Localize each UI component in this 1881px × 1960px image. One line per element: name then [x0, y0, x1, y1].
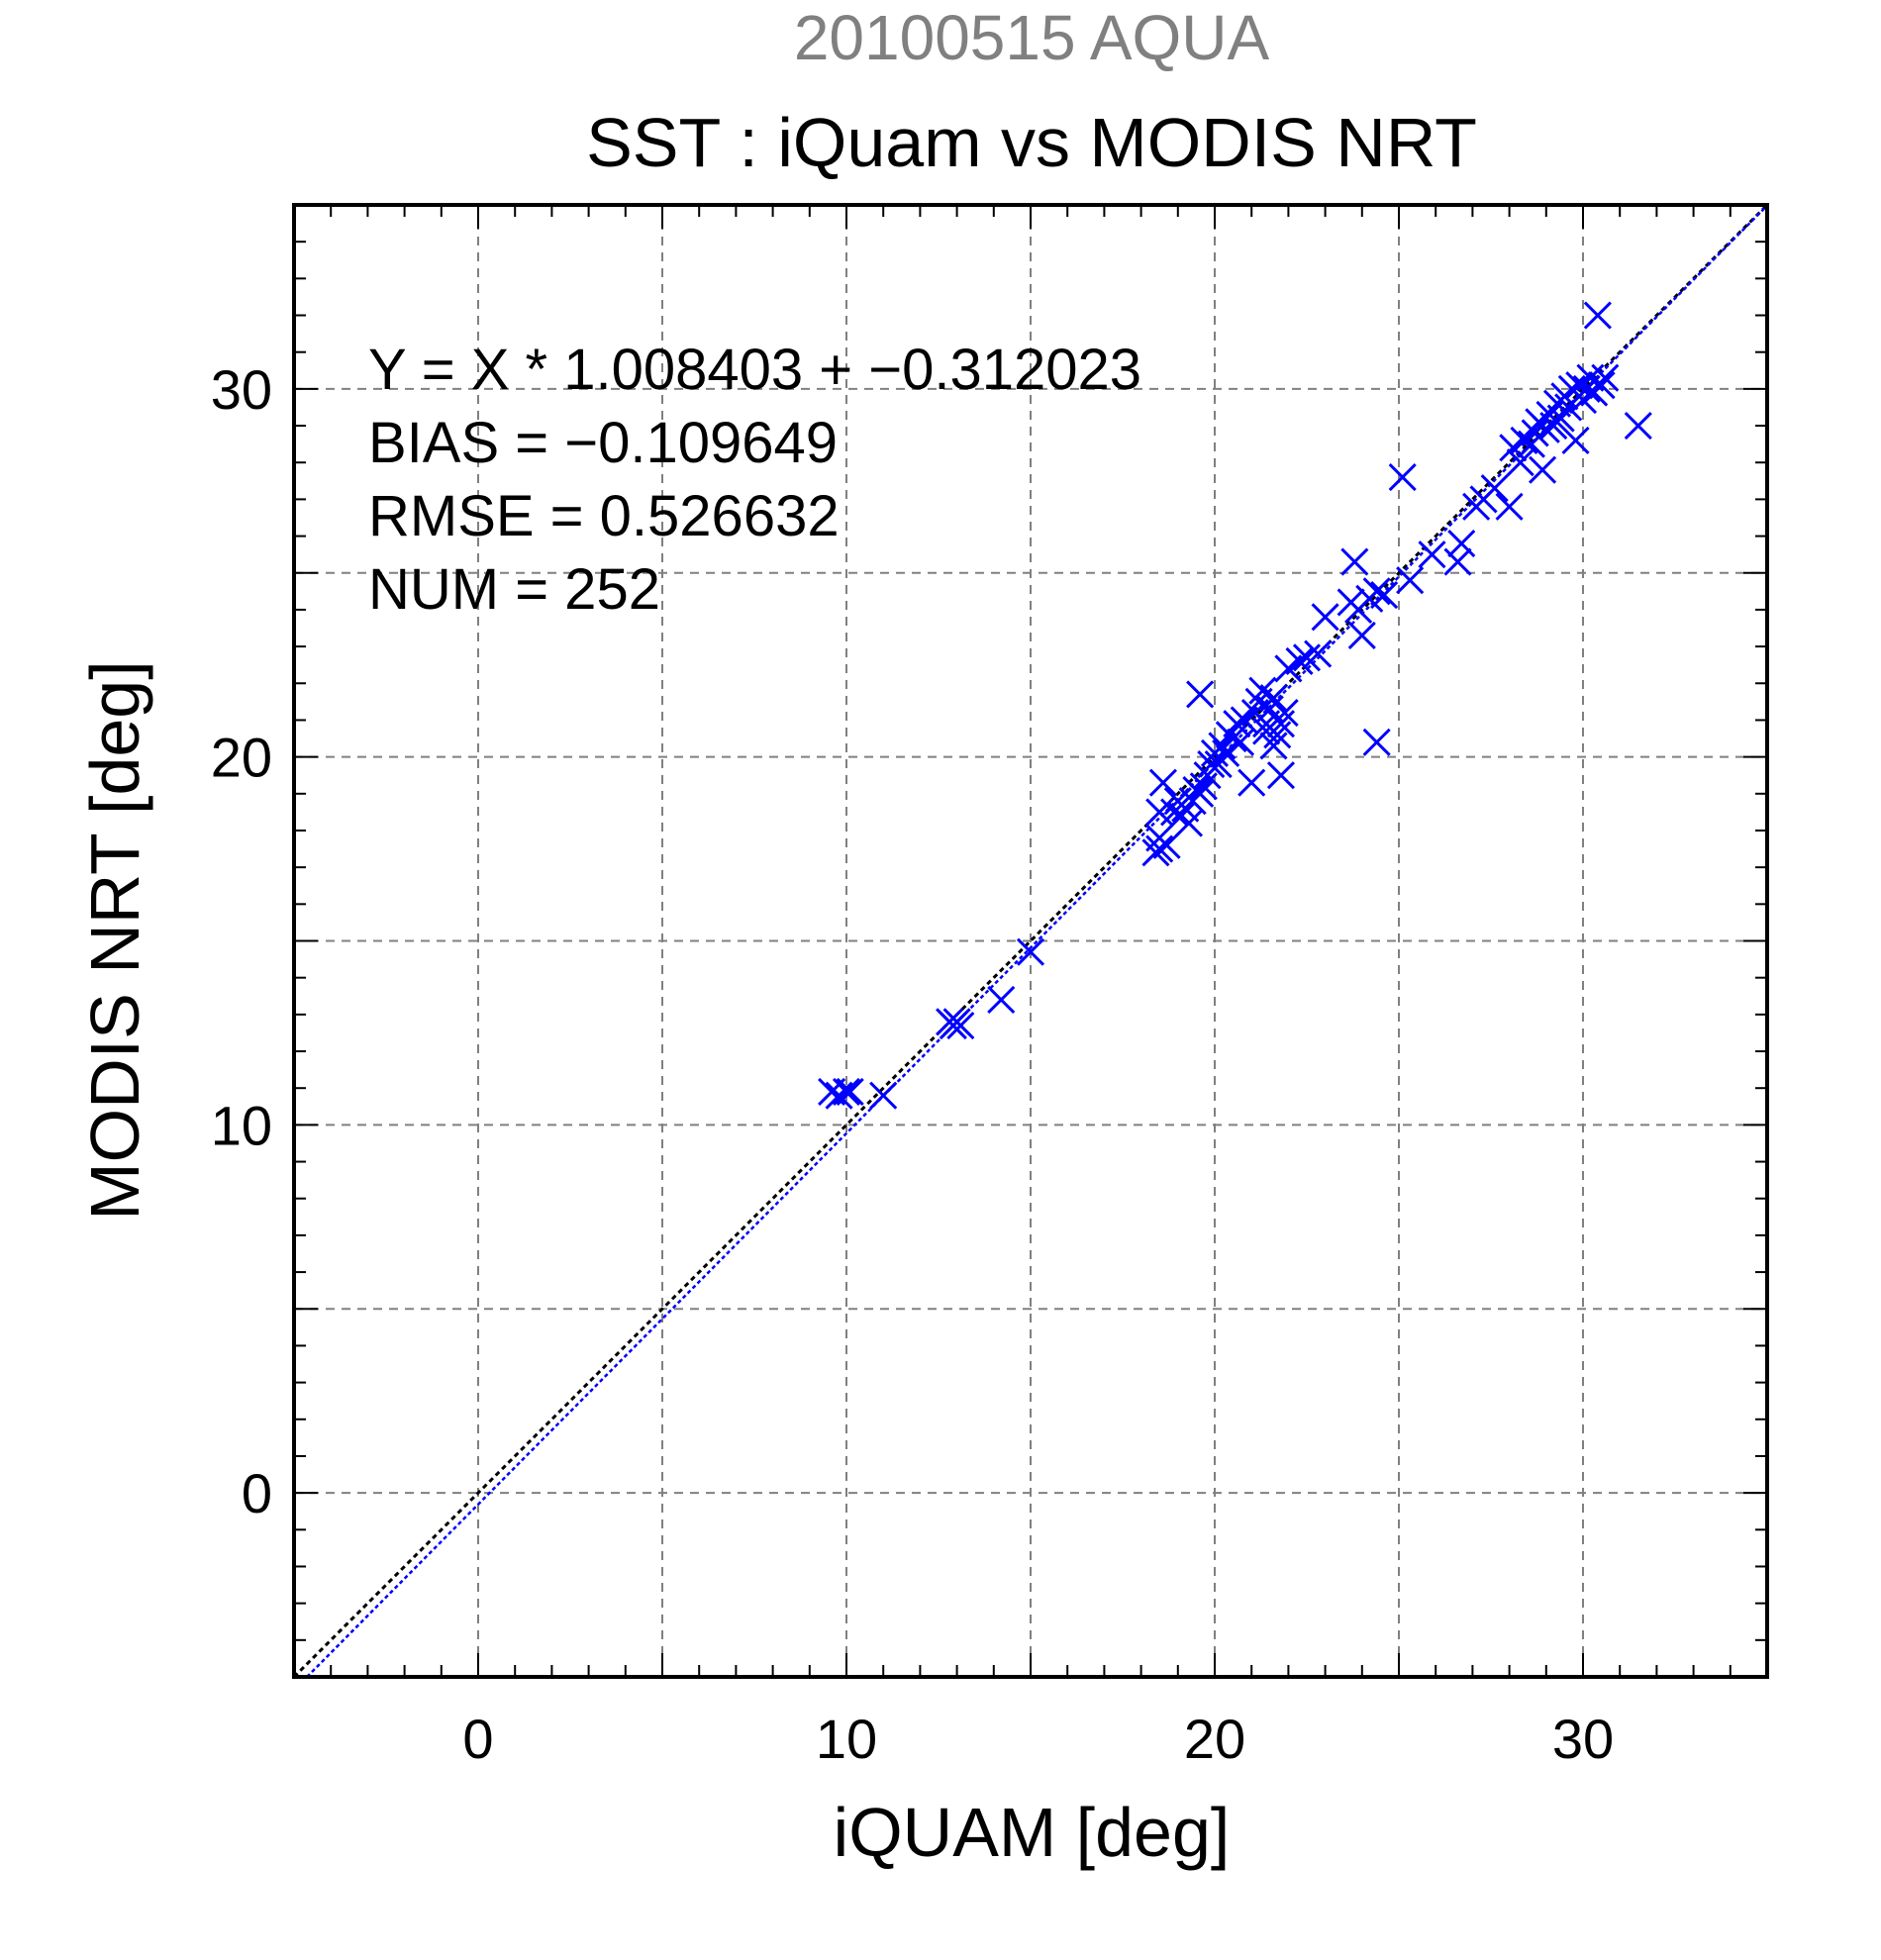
stats-line-equation: Y = X * 1.008403 + −0.312023 [368, 338, 1141, 402]
data-point [1583, 301, 1612, 330]
data-point [1016, 937, 1045, 966]
stats-box: Y = X * 1.008403 + −0.312023 BIAS = −0.1… [368, 338, 1141, 622]
data-point [1396, 566, 1425, 595]
data-point [1447, 529, 1476, 558]
data-point [1197, 749, 1226, 779]
data-point [1624, 411, 1652, 441]
tick-labels: 0 10 20 30 0 10 20 30 [211, 358, 1614, 1770]
data-point [1189, 772, 1218, 801]
data-point [1370, 580, 1399, 610]
data-point [1347, 621, 1376, 650]
y-axis-label: MODIS NRT [deg] [76, 660, 153, 1220]
data-point [1340, 547, 1369, 576]
data-point [1418, 540, 1446, 569]
data-point [1223, 710, 1251, 738]
data-point [1259, 732, 1288, 760]
data-point [1238, 768, 1266, 797]
data-point [1212, 738, 1240, 767]
stats-line-rmse: RMSE = 0.526632 [368, 484, 840, 548]
data-point [1259, 684, 1288, 713]
data-points [818, 301, 1652, 1110]
data-point [1362, 728, 1391, 756]
data-point [1388, 463, 1417, 492]
data-point [1174, 809, 1204, 837]
y-tick-label: 10 [211, 1094, 272, 1156]
x-tick-label: 0 [462, 1708, 493, 1770]
data-point [825, 1081, 853, 1110]
data-point [1587, 371, 1616, 400]
data-point [1186, 680, 1215, 709]
y-tick-label: 30 [211, 358, 272, 421]
data-point [836, 1077, 864, 1106]
y-tick-label: 0 [242, 1462, 272, 1524]
data-point [946, 1011, 975, 1040]
stats-line-num: NUM = 252 [368, 557, 660, 622]
data-point [1226, 728, 1255, 756]
data-point [1263, 721, 1292, 749]
data-point [1186, 779, 1215, 808]
data-point [1292, 643, 1322, 672]
data-point [869, 1081, 898, 1110]
data-point [1152, 831, 1181, 859]
data-point [1311, 603, 1339, 632]
data-point [1145, 834, 1174, 863]
data-point [1480, 474, 1509, 503]
x-axis-label: iQUAM [deg] [834, 1794, 1231, 1871]
data-point [832, 1077, 861, 1106]
data-point [1529, 455, 1557, 484]
y-tick-label: 20 [211, 727, 272, 789]
chart-title: SST : iQuam vs MODIS NRT [586, 104, 1477, 181]
grid-lines [294, 205, 1767, 1677]
data-point [1506, 448, 1534, 477]
data-point [1266, 761, 1296, 790]
data-point [1561, 426, 1590, 454]
data-point [1252, 717, 1281, 745]
data-point [1443, 547, 1472, 576]
data-point [1495, 492, 1524, 521]
data-point [1160, 798, 1189, 827]
x-tick-label: 20 [1184, 1708, 1245, 1770]
data-point [1591, 363, 1620, 392]
stats-line-bias: BIAS = −0.109649 [368, 411, 838, 475]
data-point [1266, 710, 1296, 738]
x-tick-label: 30 [1552, 1708, 1614, 1770]
data-point [1145, 798, 1174, 827]
plot-area-frame [292, 203, 1769, 1679]
chart-supertitle: 20100515 AQUA [794, 2, 1270, 73]
data-point [987, 985, 1016, 1015]
data-point [1285, 646, 1314, 676]
data-point [1148, 768, 1177, 797]
data-point [1362, 577, 1391, 606]
data-point [1304, 639, 1333, 668]
data-point [1521, 419, 1549, 447]
x-tick-label: 10 [816, 1708, 877, 1770]
